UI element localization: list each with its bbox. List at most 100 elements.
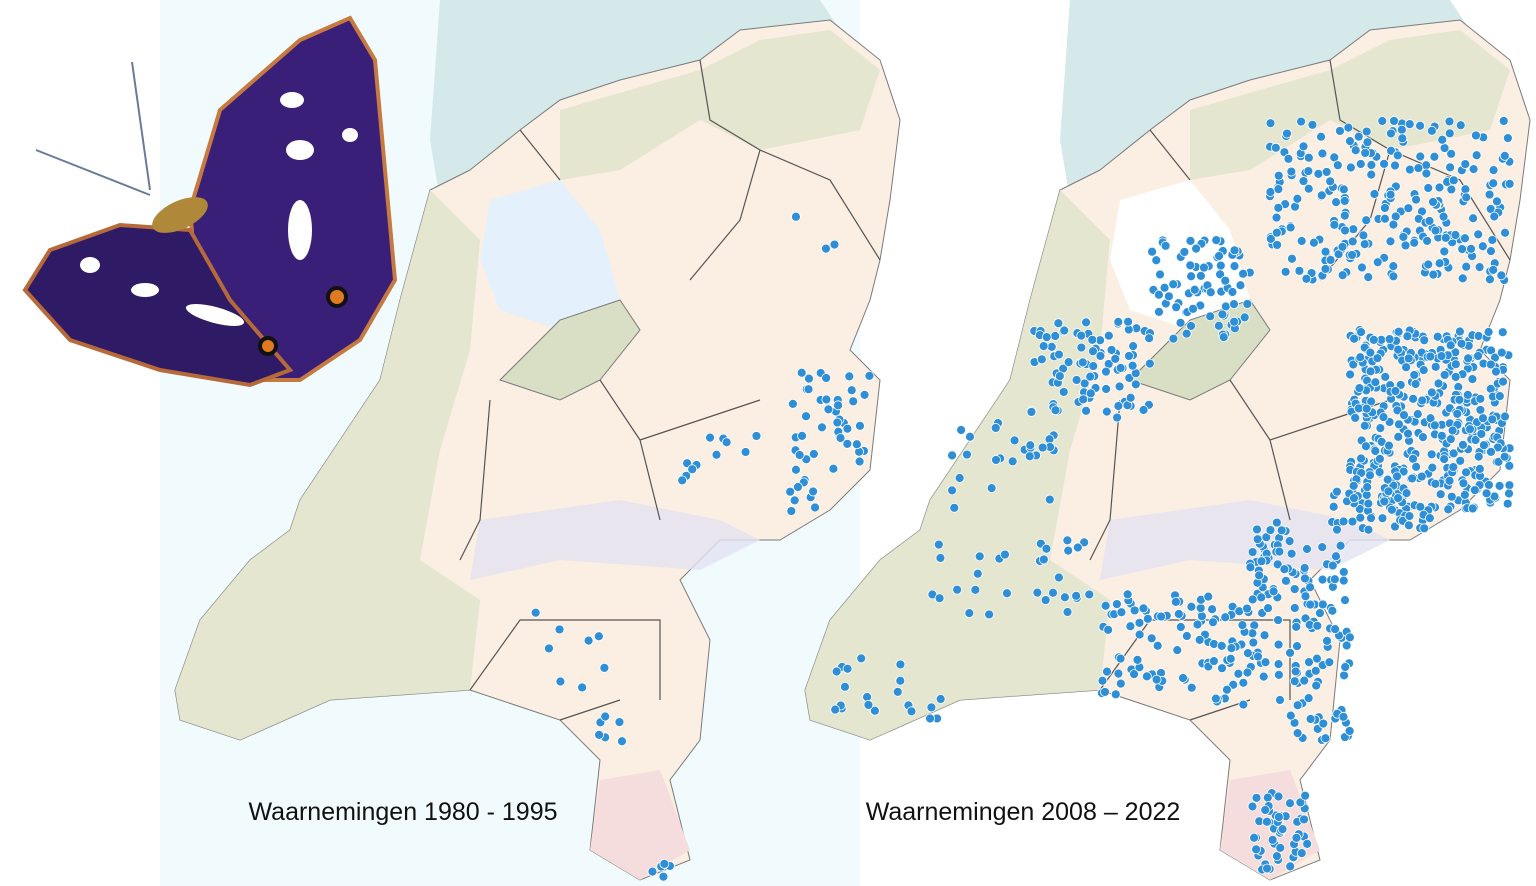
observation-dot xyxy=(1330,624,1340,635)
observation-dot xyxy=(1366,396,1377,407)
observation-dot xyxy=(1129,605,1140,616)
observation-dot xyxy=(1392,405,1403,416)
observation-dot xyxy=(859,389,870,400)
observation-dot xyxy=(1041,543,1052,554)
observation-dot xyxy=(1273,202,1284,213)
observation-dot xyxy=(1279,564,1290,575)
observation-dot xyxy=(658,871,669,882)
observation-dot xyxy=(1379,203,1390,213)
observation-dot xyxy=(1113,316,1124,327)
observation-dot xyxy=(1348,224,1359,235)
observation-dot xyxy=(1316,131,1326,142)
observation-dot xyxy=(1428,197,1438,207)
observation-dot xyxy=(1296,116,1306,127)
observation-dot xyxy=(1138,405,1149,415)
observation-dot xyxy=(1110,353,1121,364)
observation-dot xyxy=(1265,525,1276,535)
observation-dot xyxy=(1425,351,1436,362)
observation-dot xyxy=(1287,253,1297,264)
observation-dot xyxy=(1262,792,1273,803)
observation-dot xyxy=(1273,791,1284,802)
observation-dot xyxy=(1249,832,1259,843)
observation-dot xyxy=(1050,331,1061,341)
observation-dot xyxy=(1399,410,1409,420)
observation-dot xyxy=(1387,504,1397,515)
observation-dot xyxy=(1446,148,1457,159)
antenna xyxy=(35,149,151,196)
observation-dot xyxy=(1229,299,1239,310)
wing-spot xyxy=(80,257,100,273)
observation-dot xyxy=(1368,334,1379,345)
observation-dot xyxy=(1377,513,1388,524)
observation-dot xyxy=(1467,374,1478,385)
eye-spot xyxy=(258,336,278,356)
observation-dot xyxy=(1272,851,1282,862)
observation-dot xyxy=(555,676,566,687)
observation-dot xyxy=(794,450,805,460)
observation-dot xyxy=(1422,235,1433,246)
observation-dot xyxy=(1375,423,1386,434)
observation-dot xyxy=(906,706,917,717)
observation-dot xyxy=(1327,605,1338,616)
observation-dot xyxy=(925,713,935,724)
observation-dot xyxy=(1473,331,1484,341)
observation-dot xyxy=(1303,166,1314,176)
observation-dot xyxy=(810,502,820,513)
observation-dot xyxy=(1087,334,1098,345)
observation-dot xyxy=(1443,504,1454,515)
south-region xyxy=(590,770,690,880)
observation-dot xyxy=(1276,525,1287,536)
observation-dot xyxy=(1310,665,1321,676)
observation-dot xyxy=(721,437,732,448)
observation-dot xyxy=(1301,273,1312,284)
observation-dot xyxy=(1397,133,1408,144)
observation-dot xyxy=(1122,589,1133,600)
observation-dot xyxy=(1054,349,1064,360)
observation-dot xyxy=(1384,334,1395,344)
observation-dot xyxy=(1235,280,1246,291)
observation-dot xyxy=(711,449,722,460)
observation-dot xyxy=(935,553,946,563)
observation-dot xyxy=(1331,551,1341,562)
observation-dot xyxy=(1194,634,1205,645)
observation-dot xyxy=(1048,587,1058,598)
observation-dot xyxy=(1160,240,1171,251)
observation-dot xyxy=(1185,260,1196,271)
observation-dot xyxy=(1321,167,1332,177)
body xyxy=(152,197,208,233)
observation-dot xyxy=(1444,475,1455,486)
observation-dot xyxy=(1327,560,1338,571)
observation-dot xyxy=(1372,353,1383,364)
observation-dot xyxy=(1338,711,1349,722)
wing-spot xyxy=(131,283,159,297)
observation-dot xyxy=(1390,211,1401,222)
observation-dot xyxy=(855,420,865,431)
observation-dot xyxy=(835,433,846,443)
observation-dot xyxy=(1415,151,1426,162)
observation-dot xyxy=(1388,271,1399,282)
observation-dot xyxy=(823,404,834,415)
observation-dot xyxy=(1197,611,1207,622)
observation-dot xyxy=(530,607,541,618)
observation-dot xyxy=(1354,383,1365,393)
observation-dot xyxy=(1434,258,1445,269)
observation-dot xyxy=(1299,563,1310,573)
observation-dot xyxy=(1038,341,1049,352)
observation-dot xyxy=(1345,162,1356,173)
observation-dot xyxy=(1171,302,1182,313)
observation-dot xyxy=(964,608,975,618)
observation-dot xyxy=(1128,341,1139,352)
country-shape xyxy=(804,19,1531,881)
observation-dot xyxy=(1500,411,1510,422)
observation-dot xyxy=(1233,668,1244,679)
observation-dot xyxy=(786,506,797,516)
observation-dot xyxy=(1460,159,1471,169)
observation-dot xyxy=(1299,814,1309,825)
observation-dot xyxy=(1316,190,1327,201)
observation-dot xyxy=(1325,176,1336,187)
observation-dot xyxy=(1473,229,1484,240)
observation-dot xyxy=(848,396,859,407)
observation-dot xyxy=(1101,406,1112,417)
observation-dot xyxy=(1115,653,1126,664)
observation-dot xyxy=(1471,130,1481,141)
